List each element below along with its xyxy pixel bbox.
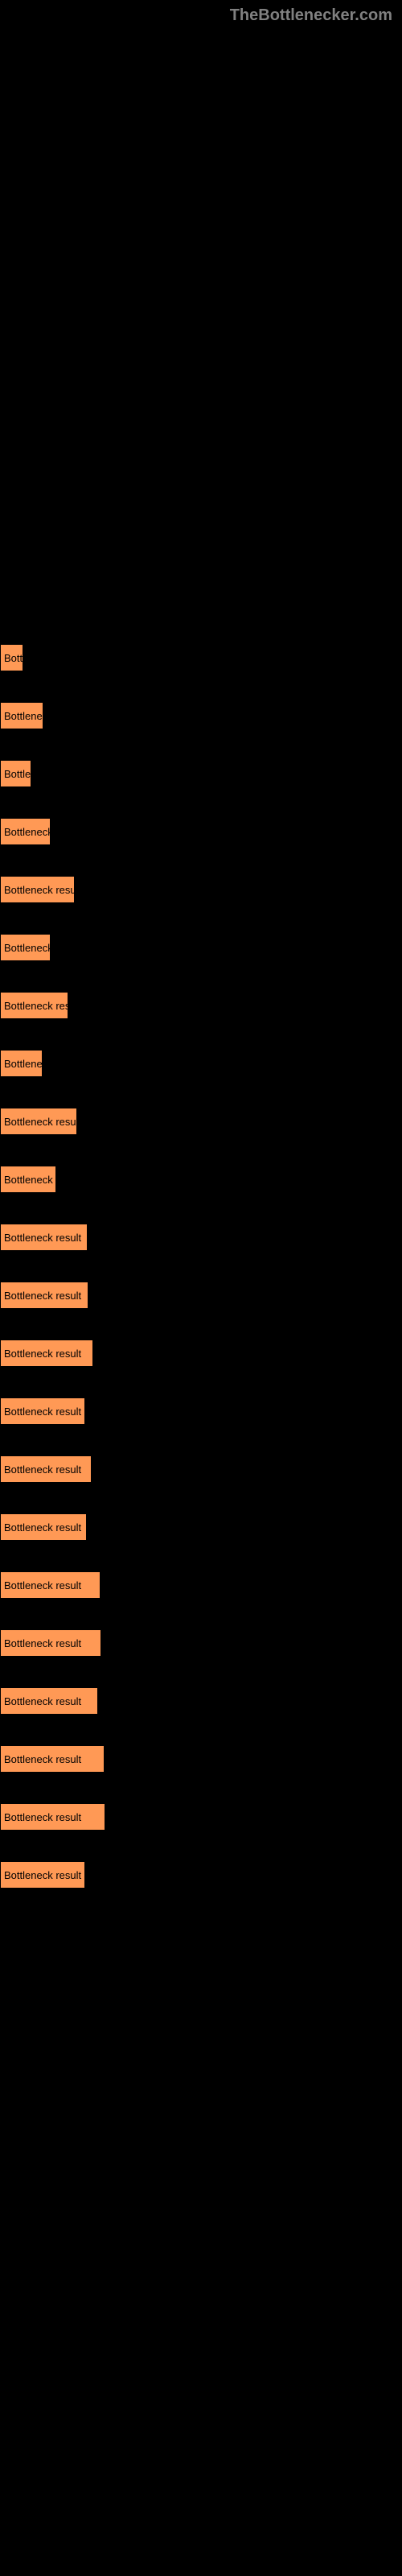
bar: Bottleneck result	[0, 1571, 100, 1599]
bar-link[interactable]: Bottleneck result	[0, 992, 402, 1019]
bar-label: Bottleneck result	[4, 1116, 77, 1128]
bar-label: Bottleneck result	[4, 1174, 56, 1186]
bar-link[interactable]: Bottleneck result	[0, 702, 402, 729]
bar: Bottleneck result	[0, 644, 23, 671]
bar-label: Bottleneck result	[4, 942, 51, 954]
bar-link[interactable]: Bottleneck result	[0, 1224, 402, 1251]
bar-link[interactable]: Bottleneck result	[0, 1166, 402, 1193]
bar-label: Bottleneck result	[4, 1695, 81, 1707]
bar-label: Bottleneck result	[4, 652, 23, 664]
bar-label: Bottleneck result	[4, 768, 31, 780]
bar: Bottleneck result	[0, 1108, 77, 1135]
bar-label: Bottleneck result	[4, 1637, 81, 1649]
bar-label: Bottleneck result	[4, 710, 43, 722]
bar-row: Bottleneck result	[0, 760, 402, 787]
bar-row: Bottleneck result	[0, 1571, 402, 1599]
bar-link[interactable]: Bottleneck result	[0, 1687, 402, 1715]
bar-row: Bottleneck result	[0, 1050, 402, 1077]
bar-label: Bottleneck result	[4, 826, 51, 838]
bar-row: Bottleneck result	[0, 644, 402, 671]
bar-row: Bottleneck result	[0, 1745, 402, 1773]
bar-row: Bottleneck result	[0, 992, 402, 1019]
bar-label: Bottleneck result	[4, 1811, 81, 1823]
bar-link[interactable]: Bottleneck result	[0, 1282, 402, 1309]
bar-label: Bottleneck result	[4, 1753, 81, 1765]
bar-link[interactable]: Bottleneck result	[0, 1745, 402, 1773]
bar: Bottleneck result	[0, 1282, 88, 1309]
bar-link[interactable]: Bottleneck result	[0, 1861, 402, 1889]
bar: Bottleneck result	[0, 702, 43, 729]
bar-link[interactable]: Bottleneck result	[0, 1108, 402, 1135]
bar-row: Bottleneck result	[0, 1108, 402, 1135]
bar-link[interactable]: Bottleneck result	[0, 1803, 402, 1831]
bar: Bottleneck result	[0, 1224, 88, 1251]
bar-row: Bottleneck result	[0, 1803, 402, 1831]
bar-row: Bottleneck result	[0, 702, 402, 729]
bar: Bottleneck result	[0, 1803, 105, 1831]
bar-row: Bottleneck result	[0, 934, 402, 961]
bar-link[interactable]: Bottleneck result	[0, 644, 402, 671]
bar: Bottleneck result	[0, 1687, 98, 1715]
bar-row: Bottleneck result	[0, 1397, 402, 1425]
bar-label: Bottleneck result	[4, 1290, 81, 1302]
bar-link[interactable]: Bottleneck result	[0, 1050, 402, 1077]
bar-row: Bottleneck result	[0, 1687, 402, 1715]
bar: Bottleneck result	[0, 1513, 87, 1541]
bar: Bottleneck result	[0, 1397, 85, 1425]
bar-label: Bottleneck result	[4, 1869, 81, 1881]
bar-link[interactable]: Bottleneck result	[0, 934, 402, 961]
bar-label: Bottleneck result	[4, 1058, 43, 1070]
bar-label: Bottleneck result	[4, 1579, 81, 1591]
bar-chart: Bottleneck result Bottleneck result Bottle…	[0, 0, 402, 1984]
bar-row: Bottleneck result	[0, 1282, 402, 1309]
bar-label: Bottleneck result	[4, 1521, 81, 1534]
bar-label: Bottleneck result	[4, 1406, 81, 1418]
bar-row: Bottleneck result	[0, 1861, 402, 1889]
bar: Bottleneck result	[0, 1861, 85, 1889]
bar-row: Bottleneck result	[0, 1166, 402, 1193]
bar: Bottleneck result	[0, 1050, 43, 1077]
watermark-text: TheBottlenecker.com	[230, 6, 392, 25]
bar-link[interactable]: Bottleneck result	[0, 876, 402, 903]
bar-row: Bottleneck result	[0, 1224, 402, 1251]
bar-link[interactable]: Bottleneck result	[0, 1455, 402, 1483]
bar-label: Bottleneck result	[4, 1463, 81, 1476]
bar: Bottleneck result	[0, 1166, 56, 1193]
bar-row: Bottleneck result	[0, 1455, 402, 1483]
bar-label: Bottleneck result	[4, 884, 75, 896]
bar-label: Bottleneck result	[4, 1232, 81, 1244]
bar-link[interactable]: Bottleneck result	[0, 1340, 402, 1367]
bar-link[interactable]: Bottleneck result	[0, 1397, 402, 1425]
bar-row: Bottleneck result	[0, 1340, 402, 1367]
bar-row: Bottleneck result	[0, 1513, 402, 1541]
bar: Bottleneck result	[0, 992, 68, 1019]
bar: Bottleneck result	[0, 876, 75, 903]
bar-link[interactable]: Bottleneck result	[0, 760, 402, 787]
bar-link[interactable]: Bottleneck result	[0, 1571, 402, 1599]
bar: Bottleneck result	[0, 1340, 93, 1367]
bar: Bottleneck result	[0, 934, 51, 961]
bar-row: Bottleneck result	[0, 876, 402, 903]
bar: Bottleneck result	[0, 760, 31, 787]
bar: Bottleneck result	[0, 1629, 101, 1657]
bar-row: Bottleneck result	[0, 818, 402, 845]
bar-link[interactable]: Bottleneck result	[0, 1629, 402, 1657]
bar: Bottleneck result	[0, 1455, 92, 1483]
bar-row: Bottleneck result	[0, 1629, 402, 1657]
bar-link[interactable]: Bottleneck result	[0, 1513, 402, 1541]
bar-link[interactable]: Bottleneck result	[0, 818, 402, 845]
bar-label: Bottleneck result	[4, 1000, 68, 1012]
bar: Bottleneck result	[0, 1745, 105, 1773]
bar-label: Bottleneck result	[4, 1348, 81, 1360]
bar: Bottleneck result	[0, 818, 51, 845]
